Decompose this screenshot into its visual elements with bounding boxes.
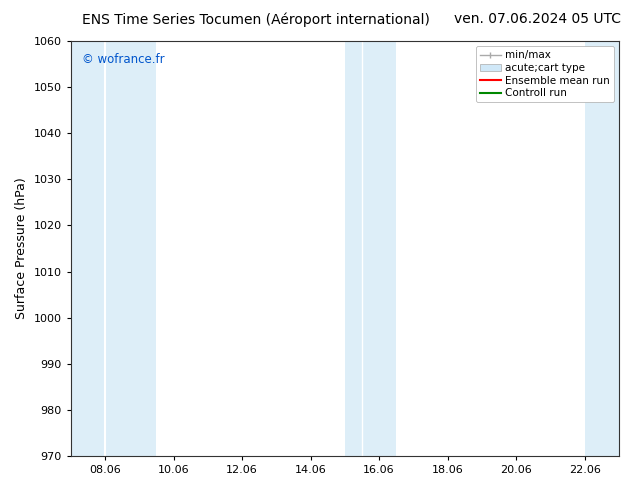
Text: © wofrance.fr: © wofrance.fr (82, 53, 164, 67)
Bar (345, 41, 396, 456)
Y-axis label: Surface Pressure (hPa): Surface Pressure (hPa) (15, 178, 28, 319)
Bar (585, 41, 619, 456)
Bar (71, 41, 157, 456)
Text: ven. 07.06.2024 05 UTC: ven. 07.06.2024 05 UTC (455, 12, 621, 26)
Text: ENS Time Series Tocumen (Aéroport international): ENS Time Series Tocumen (Aéroport intern… (82, 12, 430, 27)
Legend: min/max, acute;cart type, Ensemble mean run, Controll run: min/max, acute;cart type, Ensemble mean … (476, 46, 614, 102)
